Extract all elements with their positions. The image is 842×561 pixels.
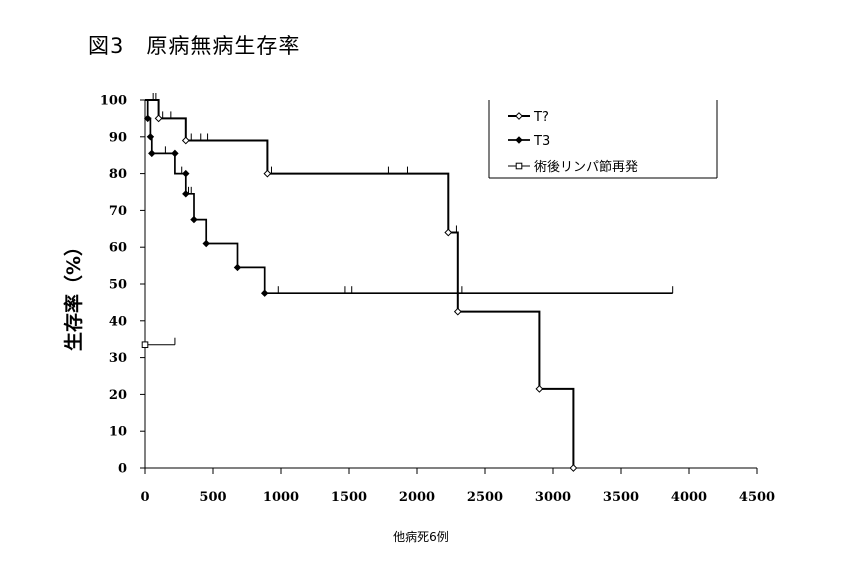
x-tick-label: 0 <box>140 490 149 505</box>
y-tick-label: 30 <box>109 351 127 366</box>
y-tick-label: 100 <box>100 94 127 109</box>
y-tick-label: 90 <box>109 130 127 145</box>
event-point <box>181 136 190 145</box>
chart-title: 図3 原病無病生存率 <box>88 34 301 58</box>
y-tick-label: 40 <box>109 314 127 329</box>
series-2 <box>144 99 674 297</box>
event-point <box>182 169 190 178</box>
series-1 <box>145 93 578 472</box>
y-tick-label: 50 <box>109 278 127 293</box>
legend-label: 術後リンパ節再発 <box>534 160 638 175</box>
legend-swatch-marker <box>515 162 523 170</box>
series-layer <box>141 93 674 472</box>
event-point <box>202 239 210 248</box>
legend-swatch-marker <box>515 136 523 144</box>
event-point <box>190 215 198 224</box>
event-point <box>144 114 152 123</box>
event-point <box>182 190 190 198</box>
x-tick-label: 4000 <box>671 490 707 505</box>
y-axis-label: 生存率（%） <box>62 237 85 351</box>
event-point <box>148 149 156 158</box>
event-point <box>146 133 155 141</box>
event-point <box>233 263 242 272</box>
y-tick-label: 20 <box>109 388 127 403</box>
x-tick-label: 500 <box>199 490 226 505</box>
x-tick-label: 1000 <box>263 490 299 505</box>
series-line <box>145 99 575 468</box>
legend-label: T3 <box>533 134 550 149</box>
event-point <box>444 228 453 237</box>
series-3 <box>141 337 176 349</box>
event-point <box>141 341 149 349</box>
legend-swatch-marker <box>515 112 523 120</box>
event-point <box>263 169 272 178</box>
event-point <box>154 114 163 123</box>
x-tick-label: 4500 <box>739 490 775 505</box>
y-tick-label: 70 <box>109 204 127 219</box>
event-point <box>535 384 544 393</box>
y-tick-label: 10 <box>109 425 127 440</box>
legend-item-1: T? <box>508 110 549 125</box>
x-tick-label: 1500 <box>331 490 367 505</box>
legend: T? T3 術後リンパ節再発 <box>488 100 718 179</box>
legend-item-3: 術後リンパ節再発 <box>508 160 638 175</box>
event-point <box>260 289 269 297</box>
x-tick-label: 3500 <box>603 490 639 505</box>
legend-item-2: T3 <box>508 134 550 149</box>
footnote: 他病死6例 <box>393 530 449 544</box>
x-tick-label: 2500 <box>467 490 503 505</box>
x-tick-label: 2000 <box>399 490 435 505</box>
y-tick-label: 0 <box>118 462 127 477</box>
legend-label: T? <box>533 110 549 125</box>
event-point <box>171 149 179 158</box>
y-tick-label: 60 <box>109 241 127 256</box>
series-line <box>145 99 673 295</box>
event-point <box>453 307 462 316</box>
event-point <box>569 464 578 472</box>
y-tick-label: 80 <box>109 167 127 182</box>
x-tick-label: 3000 <box>535 490 571 505</box>
